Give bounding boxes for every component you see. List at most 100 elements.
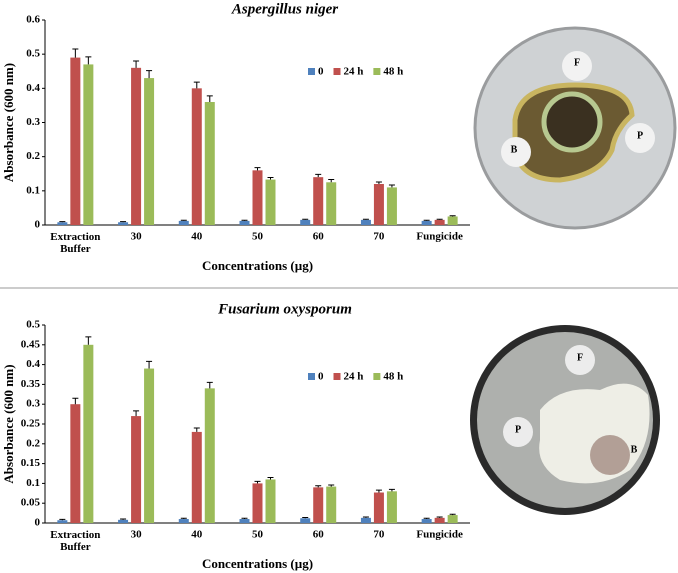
- bar: [239, 220, 250, 225]
- bar: [144, 368, 155, 523]
- bar: [434, 219, 445, 225]
- y-tick-label: 0.45: [21, 338, 41, 350]
- legend-swatch: [308, 68, 315, 75]
- bar: [434, 517, 445, 523]
- error-bar: [241, 517, 248, 520]
- y-tick-label: 0.6: [26, 14, 40, 26]
- disc-label: B: [511, 144, 518, 155]
- bar: [421, 220, 432, 225]
- error-bar: [193, 427, 200, 432]
- legend-swatch: [333, 373, 341, 380]
- error-bar: [254, 480, 261, 484]
- error-bar: [133, 60, 140, 68]
- bar: [360, 517, 371, 523]
- y-tick-label: 0.3: [26, 116, 40, 128]
- y-tick-label: 0.15: [21, 457, 41, 469]
- bar: [386, 187, 397, 225]
- x-tick-label: Fungicide: [416, 231, 463, 243]
- petri-dish-1: F B P: [473, 26, 677, 230]
- error-bar: [423, 219, 430, 221]
- error-bar: [362, 218, 369, 220]
- x-axis-label: Concentrations (µg): [202, 258, 313, 273]
- error-bar: [267, 476, 274, 480]
- bar: [265, 479, 276, 523]
- bar: [70, 57, 81, 226]
- legend-label: 24 h: [344, 371, 364, 383]
- bar: [360, 219, 371, 225]
- y-tick-label: 0.4: [26, 82, 40, 94]
- legend-swatch: [308, 373, 315, 380]
- error-bar: [146, 360, 153, 369]
- chart-title: Aspergillus niger: [231, 1, 338, 17]
- bar: [421, 519, 432, 523]
- disc-label: P: [637, 130, 643, 141]
- bar: [204, 388, 215, 523]
- legend-label: 0: [318, 66, 324, 78]
- x-tick-label: 70: [373, 529, 385, 541]
- bar: [313, 177, 324, 225]
- error-bar: [72, 48, 79, 58]
- x-tick-label: 60: [313, 529, 325, 541]
- y-tick-label: 0.1: [26, 184, 40, 196]
- bar: [83, 344, 94, 523]
- y-tick-label: 0.25: [21, 418, 41, 430]
- colony-center: [541, 91, 603, 153]
- bar: [57, 520, 68, 523]
- error-bar: [362, 516, 369, 518]
- x-tick-label: Extraction Buffer: [50, 529, 100, 553]
- bar: [178, 220, 189, 225]
- legend-label: 24 h: [344, 66, 364, 78]
- disc-label: B: [631, 444, 638, 455]
- error-bar: [328, 484, 335, 487]
- bar: [313, 487, 324, 523]
- bar: [144, 78, 155, 225]
- error-bar: [133, 410, 140, 417]
- error-bar: [180, 219, 187, 221]
- bar: [118, 222, 129, 225]
- legend-swatch: [333, 68, 341, 75]
- legend-swatch: [373, 373, 381, 380]
- y-axis-label: Absorbance (600 nm): [1, 364, 16, 483]
- fungus-spot: [590, 435, 630, 475]
- bar: [386, 491, 397, 523]
- legend-label: 0: [318, 371, 324, 383]
- y-tick-label: 0.5: [26, 48, 40, 60]
- error-bar: [254, 167, 261, 171]
- legend-label: 48 h: [383, 66, 403, 78]
- bar: [300, 518, 311, 523]
- error-bar: [85, 336, 92, 345]
- y-tick-label: 0: [35, 517, 41, 529]
- error-bar: [423, 517, 430, 520]
- disc: [565, 345, 595, 375]
- error-bar: [315, 485, 322, 488]
- legend-label: 48 h: [383, 371, 403, 383]
- error-bar: [449, 513, 456, 516]
- bar: [178, 519, 189, 523]
- error-bar: [267, 177, 274, 180]
- disc: [625, 123, 655, 153]
- error-bar: [375, 489, 382, 493]
- error-bar: [206, 95, 213, 102]
- x-tick-label: 40: [191, 231, 203, 243]
- x-tick-label: Extraction Buffer: [50, 231, 100, 255]
- error-bar: [241, 219, 248, 221]
- y-tick-label: 0.05: [21, 497, 41, 509]
- error-bar: [302, 516, 309, 519]
- error-bar: [436, 218, 443, 220]
- error-bar: [120, 518, 127, 520]
- bar: [326, 486, 337, 523]
- error-bar: [436, 516, 443, 518]
- y-tick-label: 0.5: [26, 319, 40, 331]
- y-tick-label: 0.2: [26, 150, 40, 162]
- bar: [300, 219, 311, 225]
- error-bar: [193, 81, 200, 89]
- x-tick-label: 40: [191, 529, 203, 541]
- error-bar: [72, 397, 79, 405]
- bar: [118, 519, 129, 523]
- error-bar: [388, 488, 395, 492]
- bar: [326, 182, 337, 225]
- error-bar: [449, 215, 456, 217]
- bar: [83, 64, 94, 226]
- y-tick-label: 0.1: [26, 477, 40, 489]
